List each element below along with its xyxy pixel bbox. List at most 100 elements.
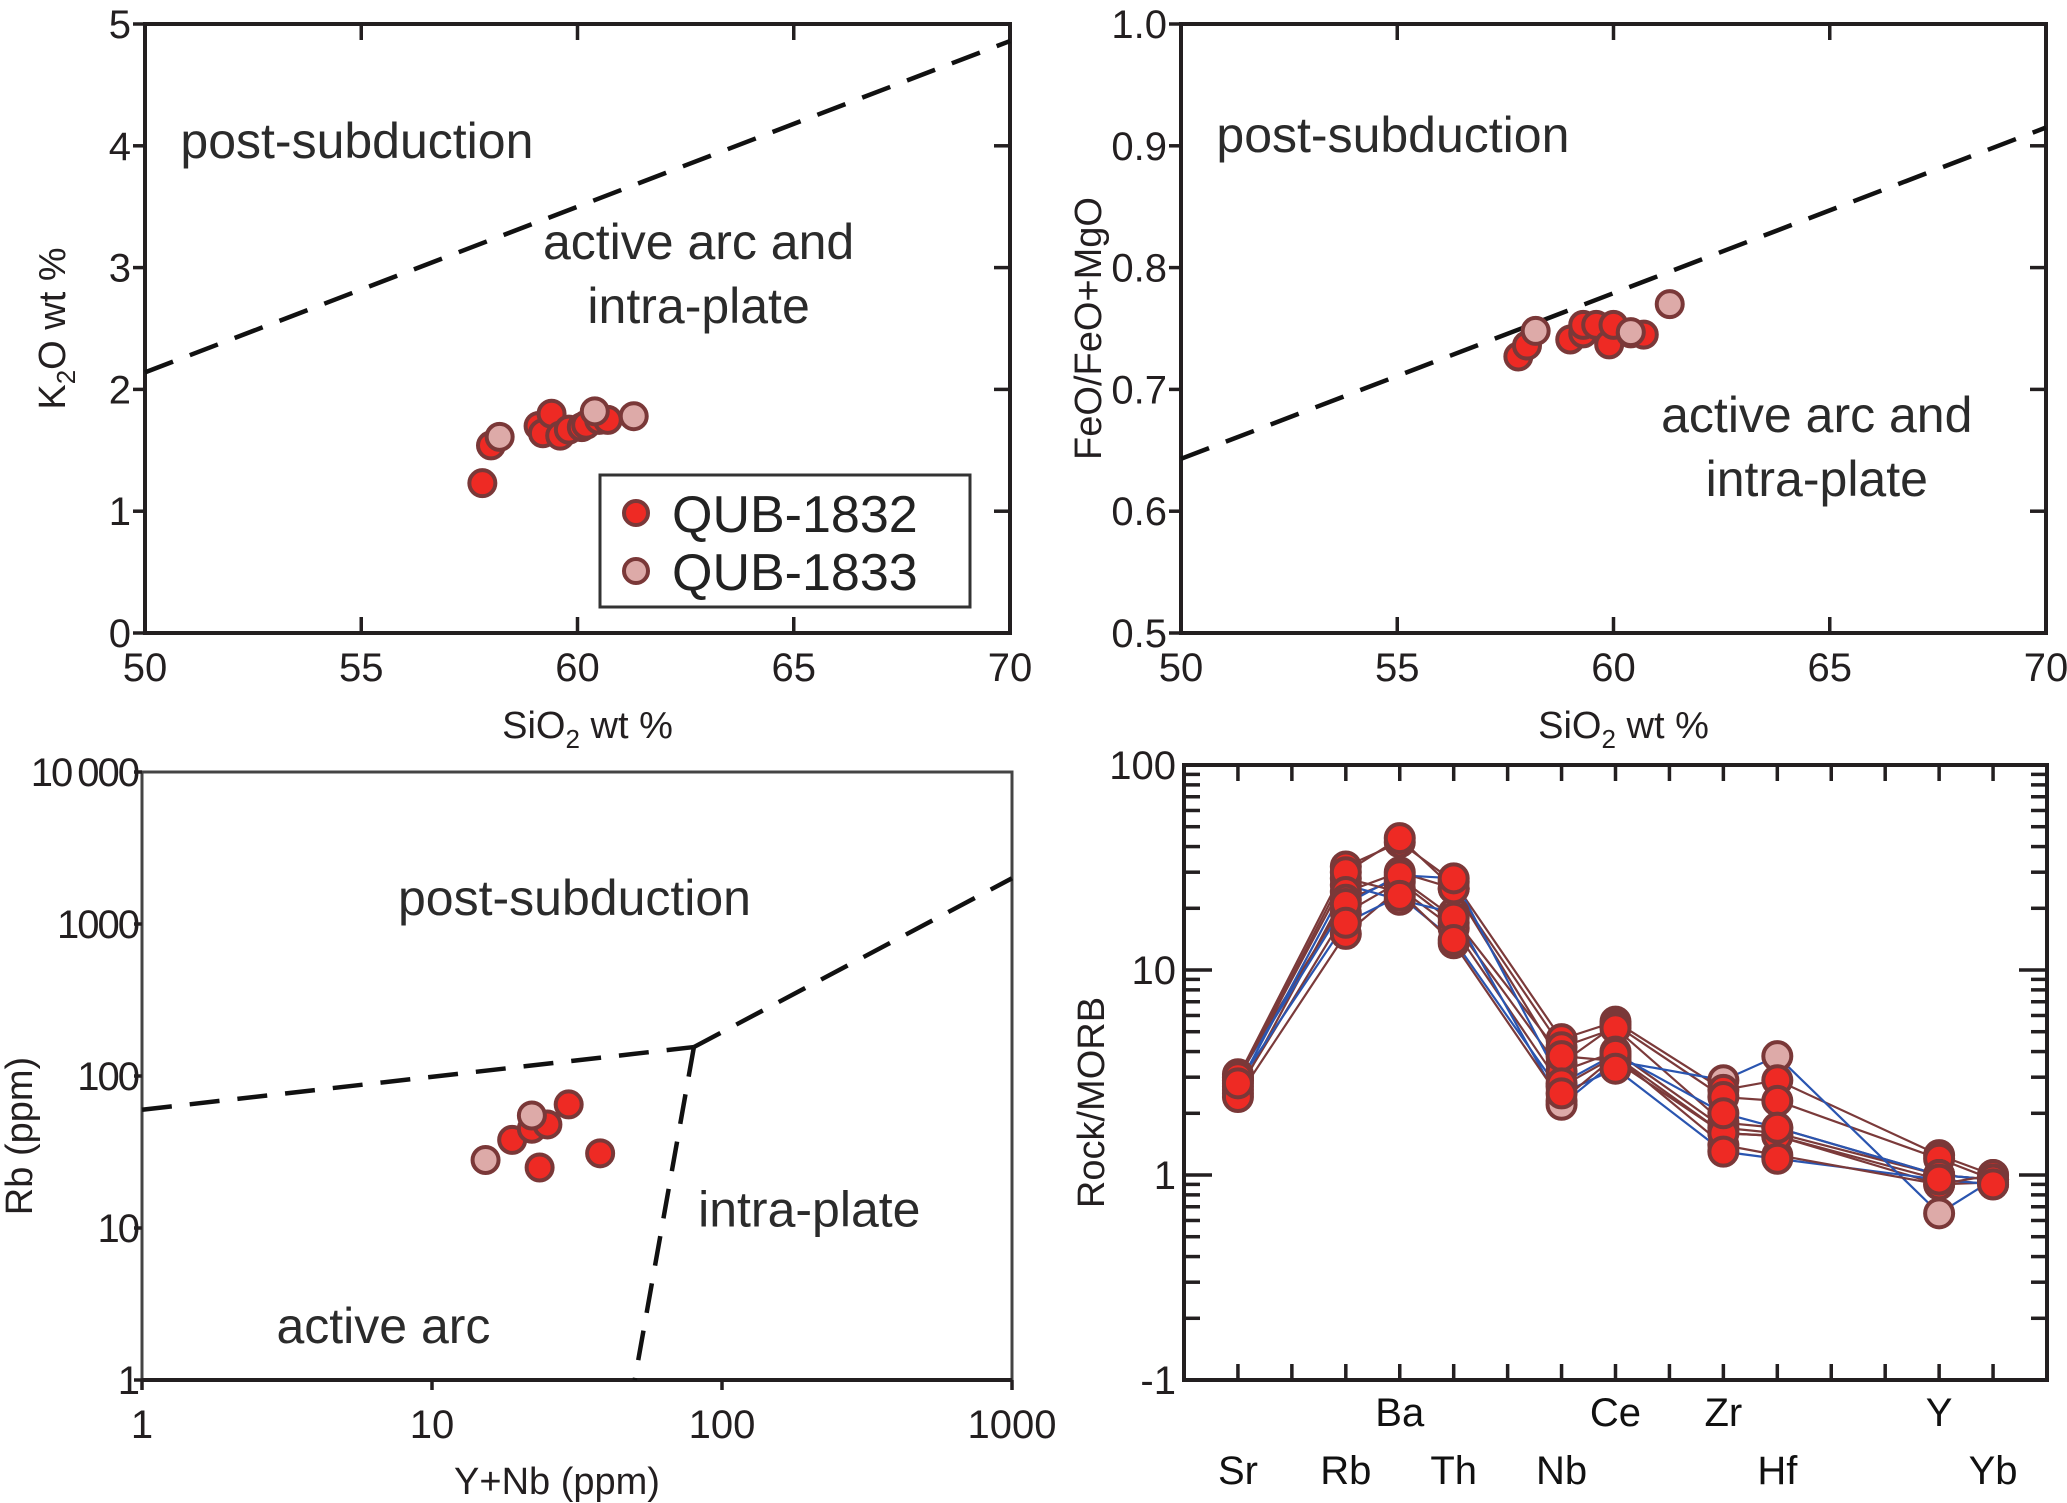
data-point-qub-1833 bbox=[1520, 315, 1551, 346]
y-axis-title-tail: O wt % bbox=[32, 247, 74, 369]
y-axis-title: FeO/FeO+MgO bbox=[1068, 197, 1110, 460]
data-point-qub-1832 bbox=[1383, 879, 1416, 912]
y-tick-label: 1000 bbox=[57, 903, 139, 947]
discrimination-boundary bbox=[692, 876, 1014, 1050]
element-label-rb: Rb bbox=[1320, 1449, 1371, 1493]
x-tick-label: 100 bbox=[689, 1403, 756, 1447]
x-axis-title: SiO2 wt % bbox=[1538, 705, 1709, 754]
spider-pattern-qub-1833 bbox=[1236, 877, 1994, 1186]
x-tick-label: 50 bbox=[123, 646, 168, 690]
x-axis-title-main: SiO bbox=[502, 705, 565, 747]
discrimination-boundary bbox=[141, 1044, 695, 1112]
discrimination-boundary bbox=[632, 1046, 697, 1381]
legend-marker-qub-1832 bbox=[622, 499, 650, 527]
element-label-zr: Zr bbox=[1704, 1391, 1742, 1435]
data-point-qub-1833 bbox=[1615, 317, 1646, 348]
data-point-qub-1832 bbox=[1545, 1040, 1578, 1073]
y-tick-label: 1 bbox=[118, 1359, 139, 1403]
data-point-qub-1832 bbox=[1437, 924, 1470, 957]
spider-pattern-qub-1832 bbox=[1237, 887, 1994, 1186]
data-point-qub-1832 bbox=[1545, 1077, 1578, 1110]
region-label: post-subduction bbox=[398, 870, 751, 926]
spider-pattern-qub-1832 bbox=[1236, 836, 1994, 1181]
y-tick-label: 2 bbox=[109, 368, 131, 412]
spider-pattern-qub-1832 bbox=[1237, 874, 1994, 1181]
y-tick-label: 4 bbox=[109, 125, 131, 169]
x-axis-title-main: SiO bbox=[1538, 705, 1601, 747]
x-tick-label: 55 bbox=[339, 646, 384, 690]
y-tick-label: -1 bbox=[1140, 1359, 1176, 1403]
y-axis-title: K2O wt % bbox=[32, 247, 81, 409]
x-tick-label: 65 bbox=[772, 646, 817, 690]
element-label-ba: Ba bbox=[1375, 1391, 1425, 1435]
spider-lines bbox=[1236, 836, 1994, 1215]
spider-markers bbox=[1221, 822, 2010, 1230]
region-label: intra-plate bbox=[1706, 451, 1928, 507]
region-label: active arc bbox=[276, 1298, 490, 1354]
y-axis-title: Rb (ppm) bbox=[0, 1057, 41, 1215]
x-axis-title: SiO2 wt % bbox=[502, 705, 673, 754]
data-point-qub-1832 bbox=[524, 1152, 555, 1183]
y-axis-title-main: K bbox=[32, 384, 74, 409]
y-tick-label: 1.0 bbox=[1111, 3, 1167, 47]
region-label: post-subduction bbox=[180, 113, 533, 169]
x-tick-label: 50 bbox=[1159, 646, 1204, 690]
x-tick-label: 60 bbox=[1591, 646, 1636, 690]
data-point-qub-1833 bbox=[470, 1145, 501, 1176]
x-axis-title-tail: wt % bbox=[580, 705, 673, 747]
data-point-qub-1832 bbox=[1599, 1052, 1632, 1085]
y-tick-label: 0 bbox=[109, 612, 131, 656]
discrimination-boundary bbox=[1180, 125, 2047, 461]
panel-feo-ratio-vs-sio2: 50 55 60 65 70 0.5 0.6 0.7 0.8 0.9 1.0 SiO2 wt % FeO… bbox=[1068, 3, 2067, 754]
x-tick-label: 55 bbox=[1375, 646, 1420, 690]
spider-pattern-qub-1832 bbox=[1236, 880, 1994, 1181]
spider-pattern-qub-1833 bbox=[1236, 883, 1994, 1215]
legend-label: QUB-1832 bbox=[672, 486, 918, 544]
plot-frame bbox=[140, 770, 1014, 1382]
data-point-qub-1833 bbox=[618, 401, 649, 432]
y-tick-label: 5 bbox=[109, 3, 131, 47]
data-point-qub-1832 bbox=[1977, 1168, 2010, 1201]
data-point-qub-1832 bbox=[1221, 1067, 1254, 1100]
element-label-sr: Sr bbox=[1218, 1449, 1258, 1493]
data-point-qub-1832 bbox=[585, 1138, 616, 1169]
data-point-qub-1832 bbox=[1329, 906, 1362, 939]
y-tick-label: 0.5 bbox=[1111, 612, 1167, 656]
x-tick-label: 70 bbox=[2024, 646, 2067, 690]
region-label: post-subduction bbox=[1216, 107, 1569, 163]
x-tick-label: 70 bbox=[988, 646, 1033, 690]
y-tick-label: 0.7 bbox=[1111, 368, 1167, 412]
y-tick-label: 1 bbox=[109, 490, 131, 534]
x-axis-title-tail: wt % bbox=[1616, 705, 1709, 747]
legend-label: QUB-1833 bbox=[672, 544, 918, 602]
element-label-hf: Hf bbox=[1757, 1449, 1798, 1493]
y-tick-label: 0.9 bbox=[1111, 125, 1167, 169]
data-point-qub-1832 bbox=[553, 1089, 584, 1120]
y-tick-label: 10 bbox=[1132, 949, 1177, 993]
region-label: active arc and bbox=[1661, 387, 1972, 443]
x-axis-title: Y+Nb (ppm) bbox=[454, 1461, 660, 1503]
x-tick-label: 1000 bbox=[968, 1403, 1057, 1447]
data-point-qub-1833 bbox=[1923, 1197, 1956, 1230]
x-tick-label: 10 bbox=[410, 1403, 455, 1447]
legend-marker-qub-1833 bbox=[622, 557, 650, 585]
data-point-qub-1832 bbox=[1923, 1163, 1956, 1196]
element-label-yb: Yb bbox=[1969, 1449, 2018, 1493]
data-point-qub-1833 bbox=[516, 1100, 547, 1131]
data-point-qub-1832 bbox=[1761, 1084, 1794, 1117]
y-tick-label: 100 bbox=[1109, 744, 1176, 788]
x-tick-label: 1 bbox=[131, 1403, 153, 1447]
panel-rb-vs-ynb: 1 10 100 1000 1 10 100 1000 10 000 Y+Nb (ppm) Rb (… bbox=[0, 751, 1056, 1503]
y-tick-label: 100 bbox=[77, 1055, 138, 1099]
data-point-qub-1832 bbox=[1761, 1111, 1794, 1144]
y-tick-label: 10 bbox=[98, 1207, 139, 1251]
x-axis-title-sub: 2 bbox=[565, 724, 579, 754]
x-axis-title-sub: 2 bbox=[1601, 724, 1615, 754]
data-point-qub-1832 bbox=[1761, 1142, 1794, 1175]
data-point-qub-1832 bbox=[1437, 862, 1470, 895]
data-point-qub-1832 bbox=[467, 468, 498, 499]
data-point-qub-1832 bbox=[1707, 1097, 1740, 1130]
